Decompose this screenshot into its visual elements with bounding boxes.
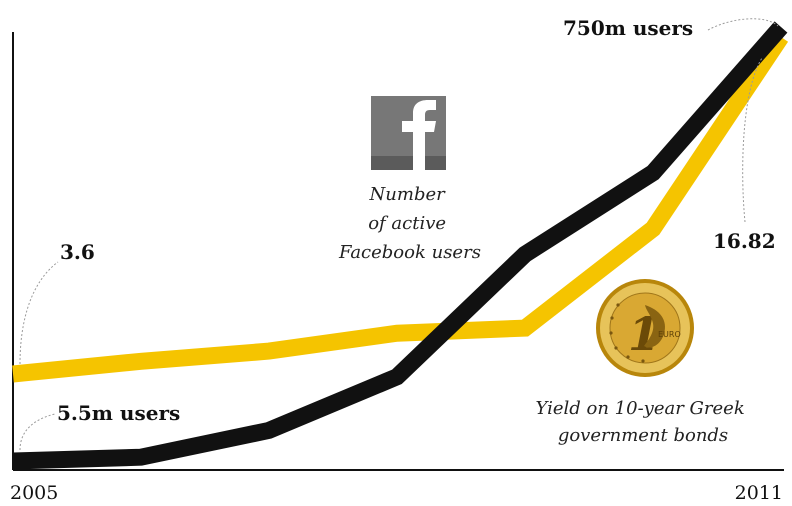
caption-yield: Yield on 10-year Greek government bonds	[536, 398, 751, 446]
label-users-start: 5.5m users	[57, 401, 180, 425]
leader-start-yield	[19, 261, 59, 365]
label-yield-end: 16.82	[713, 229, 776, 253]
label-users-end: 750m users	[563, 16, 693, 40]
facebook-logo-icon	[371, 96, 446, 170]
series-line-users	[12, 21, 788, 470]
x-tick-start: 2005	[10, 482, 58, 504]
series-line-yield	[12, 32, 789, 383]
label-yield-start: 3.6	[60, 240, 95, 264]
euro-coin-icon: 1 EURO	[596, 279, 694, 377]
x-tick-end: 2011	[735, 482, 783, 504]
svg-text:EURO: EURO	[658, 330, 681, 339]
leader-start-users	[19, 413, 56, 451]
leader-end-users	[707, 18, 779, 31]
leader-end-yield	[742, 57, 763, 223]
caption-users: Number of active Facebook users	[338, 184, 481, 263]
